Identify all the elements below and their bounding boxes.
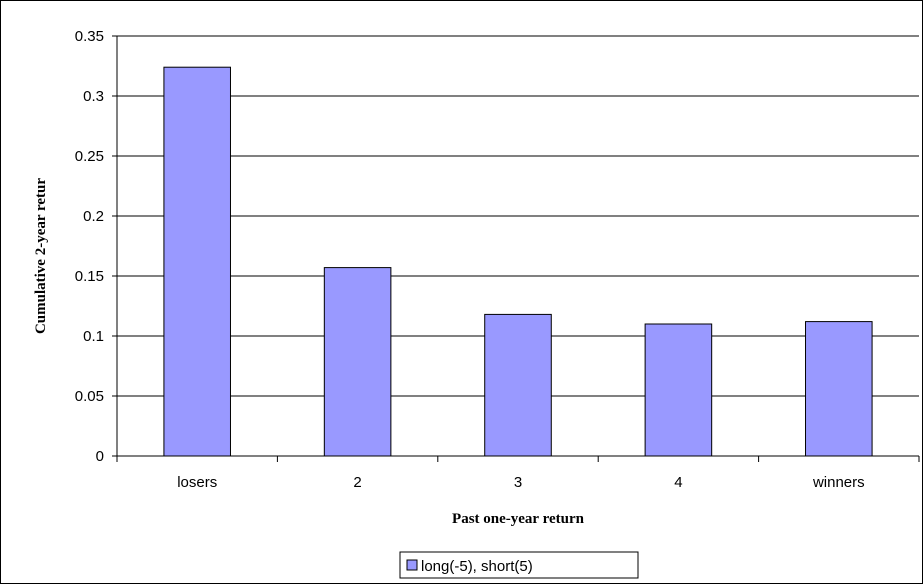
bar-4	[644, 323, 713, 457]
y-tick-label: 0.05	[75, 388, 104, 405]
axes	[112, 35, 920, 462]
bar-winners	[805, 321, 873, 457]
legend-swatch	[406, 559, 418, 571]
y-tick-label: 0.3	[83, 88, 104, 105]
y-tick-label: 0.35	[75, 28, 104, 45]
bar-losers	[163, 66, 231, 457]
gridlines	[117, 35, 919, 397]
y-tick-label: 0.25	[75, 148, 104, 165]
legend-box	[399, 551, 639, 579]
x-tick-labels: losers 2 3 4 winners	[177, 474, 864, 491]
x-tick-label: 3	[514, 474, 522, 491]
x-tick-label: 2	[353, 474, 361, 491]
bar-2	[323, 267, 392, 457]
x-axis-title: Past one-year return	[452, 511, 585, 527]
bar-3	[484, 313, 552, 457]
y-tick-label: 0	[96, 448, 104, 465]
y-tick-label: 0.15	[75, 268, 104, 285]
x-tick-label: 4	[674, 474, 682, 491]
y-tick-labels: 0 0.05 0.1 0.15 0.2 0.25 0.3 0.35	[75, 28, 104, 465]
y-tick-label: 0.1	[83, 328, 104, 345]
x-tick-label: losers	[177, 474, 217, 491]
x-tick-label: winners	[812, 474, 865, 491]
bars	[163, 66, 873, 457]
legend-label: long(-5), short(5)	[421, 558, 533, 575]
legend: long(-5), short(5)	[399, 551, 639, 579]
y-axis-title: Cumulative 2-year retur	[33, 178, 49, 334]
y-tick-label: 0.2	[83, 208, 104, 225]
